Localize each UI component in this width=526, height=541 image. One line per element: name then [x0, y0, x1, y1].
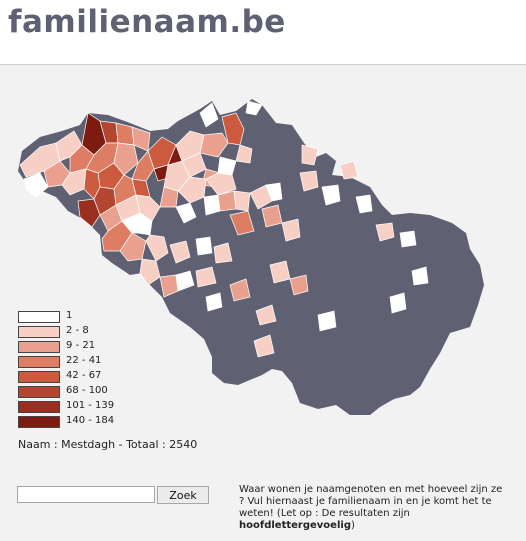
name-total-info: Naam : Mestdagh - Totaal : 2540: [18, 438, 198, 451]
legend-label: 22 - 41: [66, 355, 102, 366]
help-text-bold: hoofdlettergevoelig: [239, 520, 351, 531]
help-text: Waar wonen je naamgenoten en met hoeveel…: [239, 484, 507, 532]
municipality: [245, 100, 263, 116]
legend-item: 1: [18, 310, 168, 323]
surname-search-input[interactable]: [17, 486, 155, 503]
search-button[interactable]: Zoek: [157, 486, 209, 504]
legend-item: 101 - 139: [18, 400, 168, 413]
municipality: [221, 112, 245, 146]
municipality: [203, 194, 221, 216]
legend-swatch: [18, 356, 60, 368]
legend-swatch: [18, 311, 60, 323]
municipality: [113, 142, 139, 176]
legend-item: 68 - 100: [18, 385, 168, 398]
main-panel: 1 2 - 8 9 - 21 22 - 41 42 - 67 68 - 100 …: [0, 64, 526, 541]
municipality: [175, 270, 195, 292]
municipality: [175, 202, 197, 224]
municipality: [213, 242, 233, 264]
municipality: [375, 222, 395, 242]
legend-item: 140 - 184: [18, 415, 168, 428]
help-text-body: Waar wonen je naamgenoten en met hoeveel…: [239, 484, 503, 519]
belgium-map[interactable]: [0, 65, 526, 541]
municipality: [195, 236, 213, 256]
municipality: [229, 278, 251, 302]
municipality: [235, 144, 253, 164]
municipality: [321, 184, 341, 206]
legend-item: 2 - 8: [18, 325, 168, 338]
legend-swatch: [18, 416, 60, 428]
header: familienaam.be: [0, 0, 526, 64]
municipality: [255, 304, 277, 326]
municipality: [131, 150, 155, 182]
legend-label: 101 - 139: [66, 400, 115, 411]
municipality: [195, 266, 217, 288]
municipality: [233, 190, 251, 212]
municipality: [121, 212, 153, 236]
municipality: [411, 266, 429, 286]
legend-label: 1: [66, 310, 73, 321]
municipality: [205, 172, 237, 196]
municipality: [23, 172, 49, 198]
municipality: [139, 258, 161, 286]
legend-item: 42 - 67: [18, 370, 168, 383]
legend-swatch: [18, 341, 60, 353]
municipality: [119, 232, 147, 262]
legend-label: 42 - 67: [66, 370, 102, 381]
municipality: [261, 204, 283, 228]
site-logo[interactable]: familienaam.be: [8, 4, 286, 40]
municipality: [399, 230, 417, 248]
municipality: [177, 176, 207, 204]
municipality: [229, 210, 255, 236]
municipality: [269, 260, 291, 284]
municipality: [301, 144, 319, 166]
municipality: [77, 198, 101, 228]
legend-label: 2 - 8: [66, 325, 89, 336]
legend-swatch: [18, 326, 60, 338]
municipality: [265, 182, 283, 202]
municipality: [135, 194, 161, 222]
municipality: [355, 194, 373, 214]
municipality: [199, 102, 219, 128]
legend-swatch: [18, 401, 60, 413]
legend-label: 140 - 184: [66, 415, 115, 426]
legend-swatch: [18, 386, 60, 398]
legend-swatch: [18, 371, 60, 383]
municipality: [289, 274, 309, 296]
municipality: [317, 310, 337, 332]
help-text-end: ): [350, 520, 355, 531]
legend-label: 68 - 100: [66, 385, 108, 396]
municipality: [83, 168, 101, 200]
municipality: [145, 234, 169, 262]
municipality: [199, 132, 229, 158]
municipality-layer: [19, 100, 429, 358]
municipality: [281, 218, 301, 242]
legend-label: 9 - 21: [66, 340, 96, 351]
municipality: [339, 160, 359, 180]
municipality: [169, 240, 191, 264]
municipality: [389, 292, 407, 314]
municipality: [299, 170, 319, 192]
municipality: [253, 334, 275, 358]
municipality: [205, 292, 223, 312]
legend-item: 9 - 21: [18, 340, 168, 353]
legend-item: 22 - 41: [18, 355, 168, 368]
